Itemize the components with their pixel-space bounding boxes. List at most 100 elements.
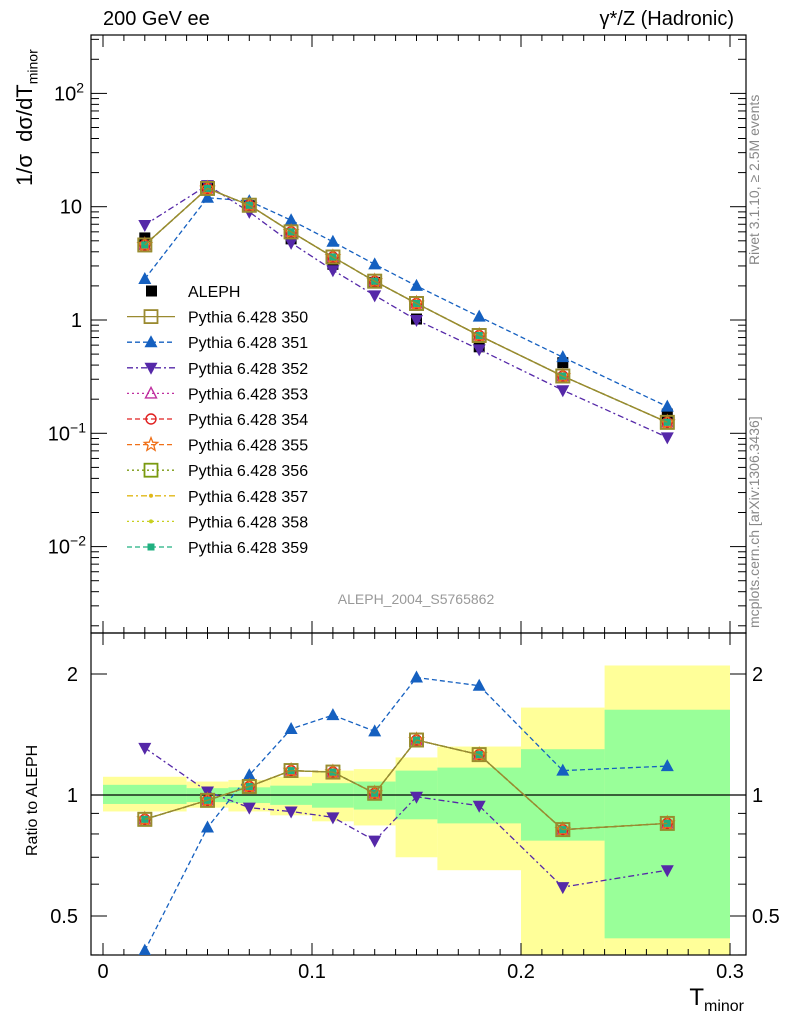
legend-label-data: ALEPH xyxy=(188,284,240,301)
main-point-1-4 xyxy=(326,234,340,247)
legend-marker-8 xyxy=(149,519,153,524)
main-point-0-7 xyxy=(471,328,487,343)
header-left-label: 200 GeV ee xyxy=(103,8,210,30)
ratio-point-0-5 xyxy=(367,785,383,801)
main-point-0-4 xyxy=(325,249,341,265)
x-axis-label: Tminor xyxy=(689,984,744,1015)
legend-label-6: Pythia 6.428 356 xyxy=(188,463,308,480)
ratio-point-2-0 xyxy=(138,742,152,755)
y-tick-label-main-4: 102 xyxy=(54,79,84,105)
main-point-2-5 xyxy=(368,290,382,303)
ratio-point-0-9 xyxy=(659,815,675,831)
ratio-point-2-9 xyxy=(660,865,674,878)
main-series xyxy=(136,179,676,445)
legend: ALEPH Pythia 6.428 350 Pythia 6.428 351 Pyt… xyxy=(127,284,308,557)
ratio-point-1-6 xyxy=(410,670,423,683)
y-tick-label-ratio-1: 1 xyxy=(67,785,78,807)
main-point-2-7 xyxy=(472,344,486,357)
ratio-point-2-8 xyxy=(556,882,570,895)
ratio-point-0-3 xyxy=(283,763,299,779)
main-point-0-2 xyxy=(241,197,257,213)
legend-marker-6 xyxy=(143,462,159,478)
ratio-point-2-2 xyxy=(242,802,256,815)
main-point-0-8 xyxy=(555,368,571,384)
main-point-1-7 xyxy=(472,309,486,322)
y-tick-label-main-0: 10−2 xyxy=(48,533,86,559)
y-tick-label-ratio-0: 0.5 xyxy=(50,906,78,928)
main-line-2 xyxy=(144,184,668,438)
y-tick-label-ratio-right-2: 2 xyxy=(752,664,763,686)
y-tick-label-main-1: 10−1 xyxy=(48,419,86,445)
main-point-1-9 xyxy=(660,399,674,412)
ratio-point-9-0 xyxy=(141,815,149,823)
ratio-point-1-5 xyxy=(368,724,382,737)
y-tick-label-main-2: 1 xyxy=(71,310,82,332)
stat-uncertainty-band-0 xyxy=(103,784,187,804)
ratio-point-2-3 xyxy=(284,806,298,819)
x-tick-label-3: 0.3 xyxy=(716,961,744,983)
ratio-line-2 xyxy=(144,747,668,888)
x-tick-label-2: 0.2 xyxy=(507,961,535,983)
ratio-point-2-7 xyxy=(472,800,486,813)
main-line-1 xyxy=(144,197,668,408)
x-tick-label-0: 0 xyxy=(97,961,108,983)
ratio-point-0-2 xyxy=(241,779,257,794)
legend-label-5: Pythia 6.428 355 xyxy=(188,438,308,455)
main-point-0-0 xyxy=(137,237,153,253)
legend-label-7: Pythia 6.428 357 xyxy=(188,489,308,506)
main-point-9-9 xyxy=(663,418,671,426)
legend-marker-5 xyxy=(142,435,160,452)
header-right-label: γ*/Z (Hadronic) xyxy=(599,8,734,30)
ratio-point-1-1 xyxy=(201,820,214,833)
y-tick-label-ratio-right-1: 1 xyxy=(752,785,763,807)
ratio-point-0-7 xyxy=(471,747,487,763)
ratio-series xyxy=(136,670,676,955)
ratio-point-1-8 xyxy=(556,763,570,776)
main-point-2-6 xyxy=(410,315,423,327)
ratio-point-2-5 xyxy=(368,835,382,848)
ratio-point-0-6 xyxy=(409,732,424,748)
legend-label-8: Pythia 6.428 358 xyxy=(188,514,308,531)
legend-label-9: Pythia 6.428 359 xyxy=(188,540,308,557)
main-point-0-6 xyxy=(409,296,424,311)
main-point-2-9 xyxy=(660,432,674,445)
ratio-point-1-4 xyxy=(326,708,340,721)
ratio-point-9-9 xyxy=(663,819,671,827)
x-tick-label-1: 0.1 xyxy=(298,961,326,983)
main-point-1-3 xyxy=(284,213,298,226)
main-point-0-3 xyxy=(283,224,299,240)
legend-marker-1 xyxy=(144,335,158,348)
main-point-9-0 xyxy=(141,241,149,249)
ratio-point-2-4 xyxy=(326,812,340,825)
legend-label-1: Pythia 6.428 351 xyxy=(188,335,308,352)
y-tick-label-ratio-2: 2 xyxy=(67,664,78,686)
legend-marker-data xyxy=(146,285,157,297)
main-point-1-5 xyxy=(368,257,382,270)
ratio-point-0-1 xyxy=(200,792,215,808)
ratio-line-1 xyxy=(144,676,668,951)
ratio-point-0-0 xyxy=(137,811,153,827)
ratio-point-0-8 xyxy=(555,822,571,838)
legend-marker-4 xyxy=(145,413,157,425)
main-point-2-3 xyxy=(284,237,298,250)
legend-marker-0 xyxy=(143,309,159,325)
ratio-point-1-2 xyxy=(242,768,256,781)
ratio-point-2-6 xyxy=(410,791,423,804)
main-point-2-4 xyxy=(326,265,340,278)
ratio-bands xyxy=(103,665,730,955)
legend-marker-2 xyxy=(144,362,158,375)
main-point-0-5 xyxy=(367,273,383,289)
main-line-0 xyxy=(144,187,668,423)
aleph-point-8 xyxy=(557,357,569,369)
main-point-1-1 xyxy=(201,190,214,203)
y-tick-label-ratio-right-0: 0.5 xyxy=(752,906,780,928)
y-tick-label-main-3: 10 xyxy=(60,197,82,219)
ratio-point-1-3 xyxy=(284,721,298,734)
main-point-2-8 xyxy=(556,385,570,398)
ratio-point-1-7 xyxy=(472,678,486,691)
main-point-1-8 xyxy=(556,350,570,363)
legend-marker-9 xyxy=(147,543,155,551)
legend-label-4: Pythia 6.428 354 xyxy=(188,412,308,429)
main-point-0-9 xyxy=(659,414,675,430)
